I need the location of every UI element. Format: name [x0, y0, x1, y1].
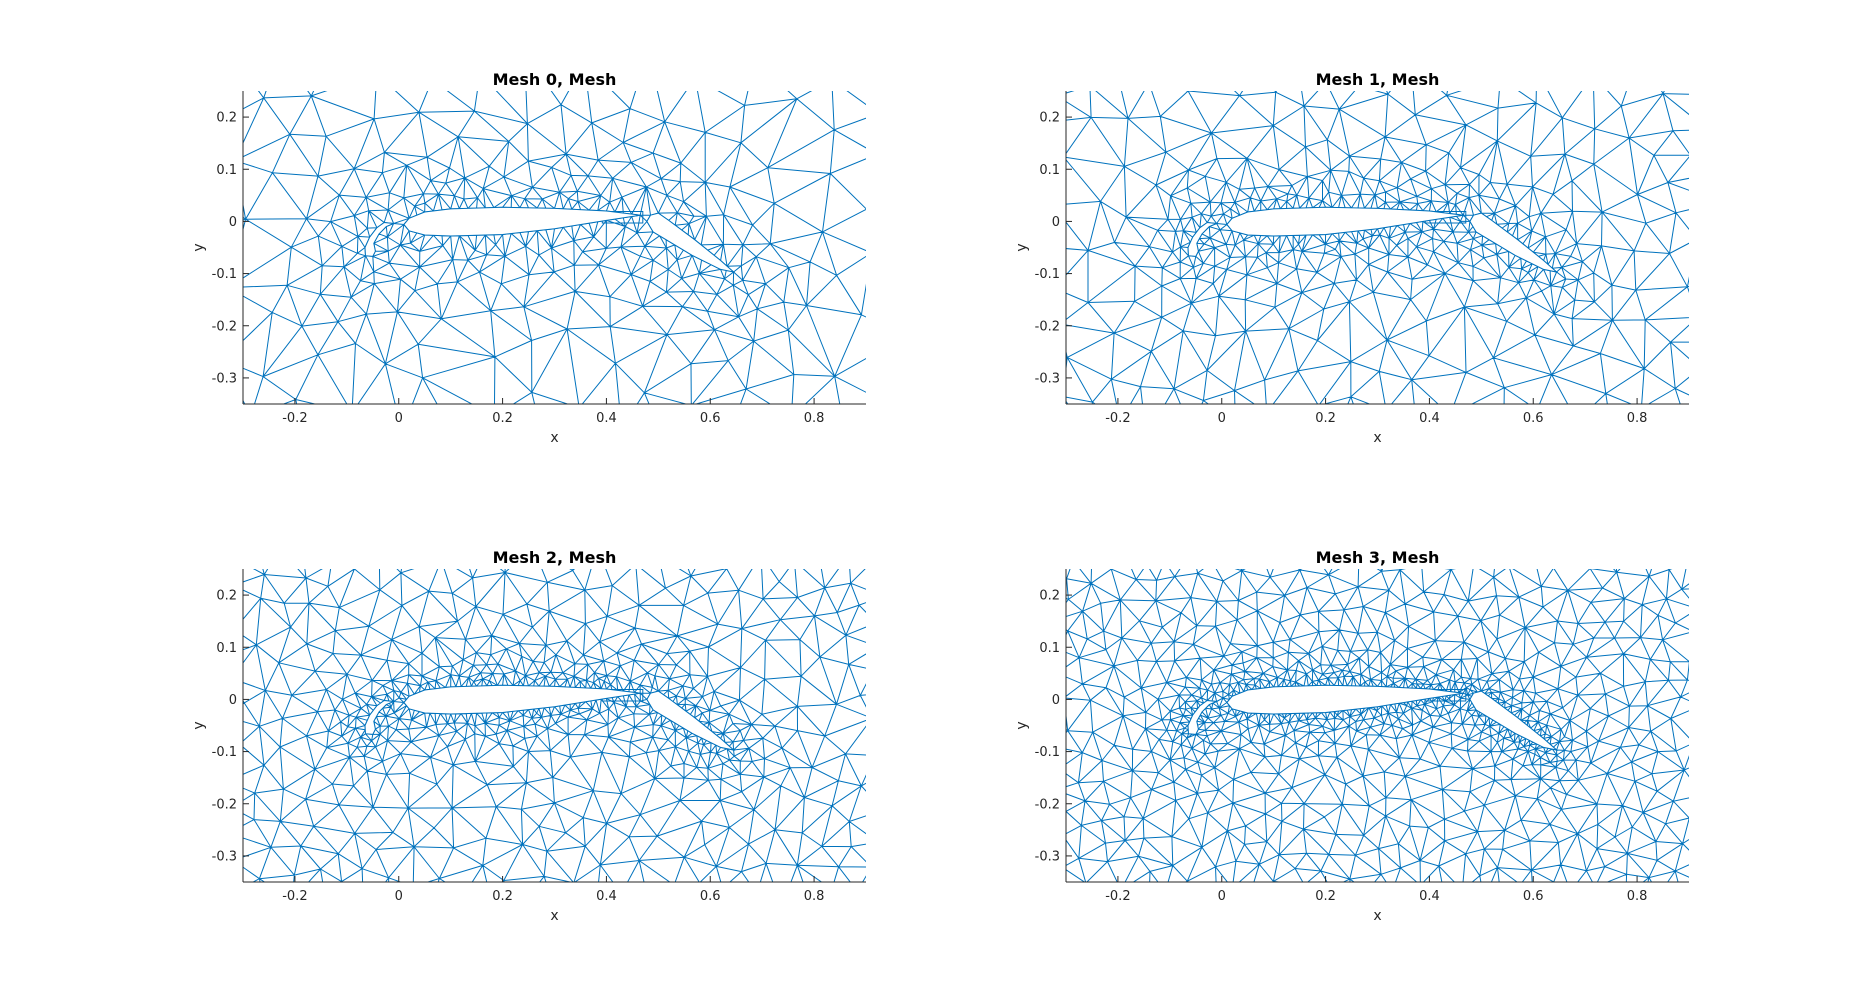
x-tick-label: 0 [395, 889, 403, 904]
y-tick-label: -0.3 [1035, 371, 1060, 386]
y-axis-label-2: y [191, 721, 207, 729]
x-axis-label-1: x [1373, 430, 1381, 446]
subplot-title-3: Mesh 3, Mesh [1316, 548, 1440, 567]
x-tick-label: 0.6 [1523, 411, 1544, 426]
y-tick-label: -0.1 [1035, 267, 1060, 282]
subplot-mesh-3: -0.2 0 0.2 0.4 0.6 0.8 -0.3 -0.2 -0.1 0 0.1 0.2 Mes… [1014, 548, 1689, 924]
flap-body [646, 212, 736, 273]
x-axis-label-2: x [550, 908, 558, 924]
main-element-body [1226, 206, 1464, 237]
y-axis-label-3: y [1014, 721, 1030, 729]
y-tick-label: -0.1 [212, 267, 237, 282]
y-tick-label: 0.1 [1039, 163, 1060, 178]
x-tick-label: 0.6 [1523, 889, 1544, 904]
y-tick-label: -0.2 [212, 797, 237, 812]
x-tick-label: 0.4 [1419, 889, 1440, 904]
y-tick-label: -0.3 [212, 849, 237, 864]
y-tick-label: 0.2 [1039, 589, 1060, 604]
y-tick-label: -0.1 [1035, 745, 1060, 760]
slat-body [364, 221, 396, 257]
y-tick-label: -0.1 [212, 745, 237, 760]
axis-ticks-0: -0.2 0 0.2 0.4 0.6 0.8 -0.3 -0.2 -0.1 0 0.1 0.2 [212, 91, 866, 426]
subplot-mesh-1: -0.2 0 0.2 0.4 0.6 0.8 -0.3 -0.2 -0.1 0 0.1 0.2 Mes… [1014, 70, 1689, 446]
slat-body [1187, 699, 1219, 735]
y-tick-label: 0 [1052, 215, 1060, 230]
slat-body [364, 699, 396, 735]
axis-ticks-1: -0.2 0 0.2 0.4 0.6 0.8 -0.3 -0.2 -0.1 0 0.1 0.2 [1035, 91, 1689, 426]
x-tick-label: -0.2 [1105, 889, 1130, 904]
y-axis-label-1: y [1014, 243, 1030, 251]
subplot-title-1: Mesh 1, Mesh [1316, 70, 1440, 89]
y-axis-label-0: y [191, 243, 207, 251]
x-tick-label: -0.2 [1105, 411, 1130, 426]
y-tick-label: -0.2 [1035, 797, 1060, 812]
flap-body [646, 690, 736, 751]
x-tick-label: 0.2 [492, 889, 513, 904]
subplot-mesh-2: -0.2 0 0.2 0.4 0.6 0.8 -0.3 -0.2 -0.1 0 0.1 0.2 Mes… [191, 548, 866, 924]
axis-ticks-2: -0.2 0 0.2 0.4 0.6 0.8 -0.3 -0.2 -0.1 0 0.1 0.2 [212, 569, 866, 904]
x-tick-label: 0.8 [804, 411, 825, 426]
x-tick-label: 0.4 [596, 411, 617, 426]
y-tick-label: 0.2 [1039, 111, 1060, 126]
main-element-body [1226, 684, 1464, 715]
x-tick-label: 0.6 [700, 889, 721, 904]
flap-body [1469, 212, 1559, 273]
slat-body [1187, 221, 1219, 257]
flap-body [1469, 690, 1559, 751]
y-tick-label: -0.2 [1035, 319, 1060, 334]
subplot-mesh-0: -0.2 0 0.2 0.4 0.6 0.8 -0.3 -0.2 -0.1 0 0.1 0.2 Mes… [191, 70, 866, 446]
mesh-triangles [243, 569, 866, 882]
y-tick-label: -0.3 [212, 371, 237, 386]
main-element-body [403, 206, 641, 237]
axis-ticks-3: -0.2 0 0.2 0.4 0.6 0.8 -0.3 -0.2 -0.1 0 0.1 0.2 [1035, 569, 1689, 904]
subplot-title-2: Mesh 2, Mesh [493, 548, 617, 567]
y-tick-label: 0 [229, 215, 237, 230]
x-tick-label: 0.6 [700, 411, 721, 426]
y-tick-label: 0 [229, 693, 237, 708]
y-tick-label: 0.1 [216, 641, 237, 656]
x-tick-label: 0.2 [492, 411, 513, 426]
y-tick-label: 0 [1052, 693, 1060, 708]
mesh-triangles [243, 91, 866, 404]
mesh-triangles [1066, 91, 1689, 404]
y-tick-label: 0.1 [216, 163, 237, 178]
subplot-title-0: Mesh 0, Mesh [493, 70, 617, 89]
x-tick-label: 0.4 [1419, 411, 1440, 426]
mesh-edges-0 [243, 91, 866, 404]
x-tick-label: 0 [1218, 411, 1226, 426]
mesh-edges-3 [1066, 569, 1689, 882]
x-tick-label: 0 [395, 411, 403, 426]
y-tick-label: 0.2 [216, 589, 237, 604]
x-axis-label-0: x [550, 430, 558, 446]
x-tick-label: -0.2 [282, 889, 307, 904]
x-tick-label: 0.8 [1627, 411, 1648, 426]
main-element-body [403, 684, 641, 715]
x-tick-label: 0.2 [1315, 889, 1336, 904]
x-tick-label: 0.8 [1627, 889, 1648, 904]
y-tick-label: -0.3 [1035, 849, 1060, 864]
x-tick-label: -0.2 [282, 411, 307, 426]
x-tick-label: 0.8 [804, 889, 825, 904]
x-axis-label-3: x [1373, 908, 1381, 924]
mesh-triangles [1066, 569, 1689, 882]
x-tick-label: 0.4 [596, 889, 617, 904]
y-tick-label: 0.1 [1039, 641, 1060, 656]
x-tick-label: 0.2 [1315, 411, 1336, 426]
mesh-edges-1 [1066, 91, 1689, 404]
y-tick-label: -0.2 [212, 319, 237, 334]
mesh-edges-2 [243, 569, 866, 882]
x-tick-label: 0 [1218, 889, 1226, 904]
y-tick-label: 0.2 [216, 111, 237, 126]
